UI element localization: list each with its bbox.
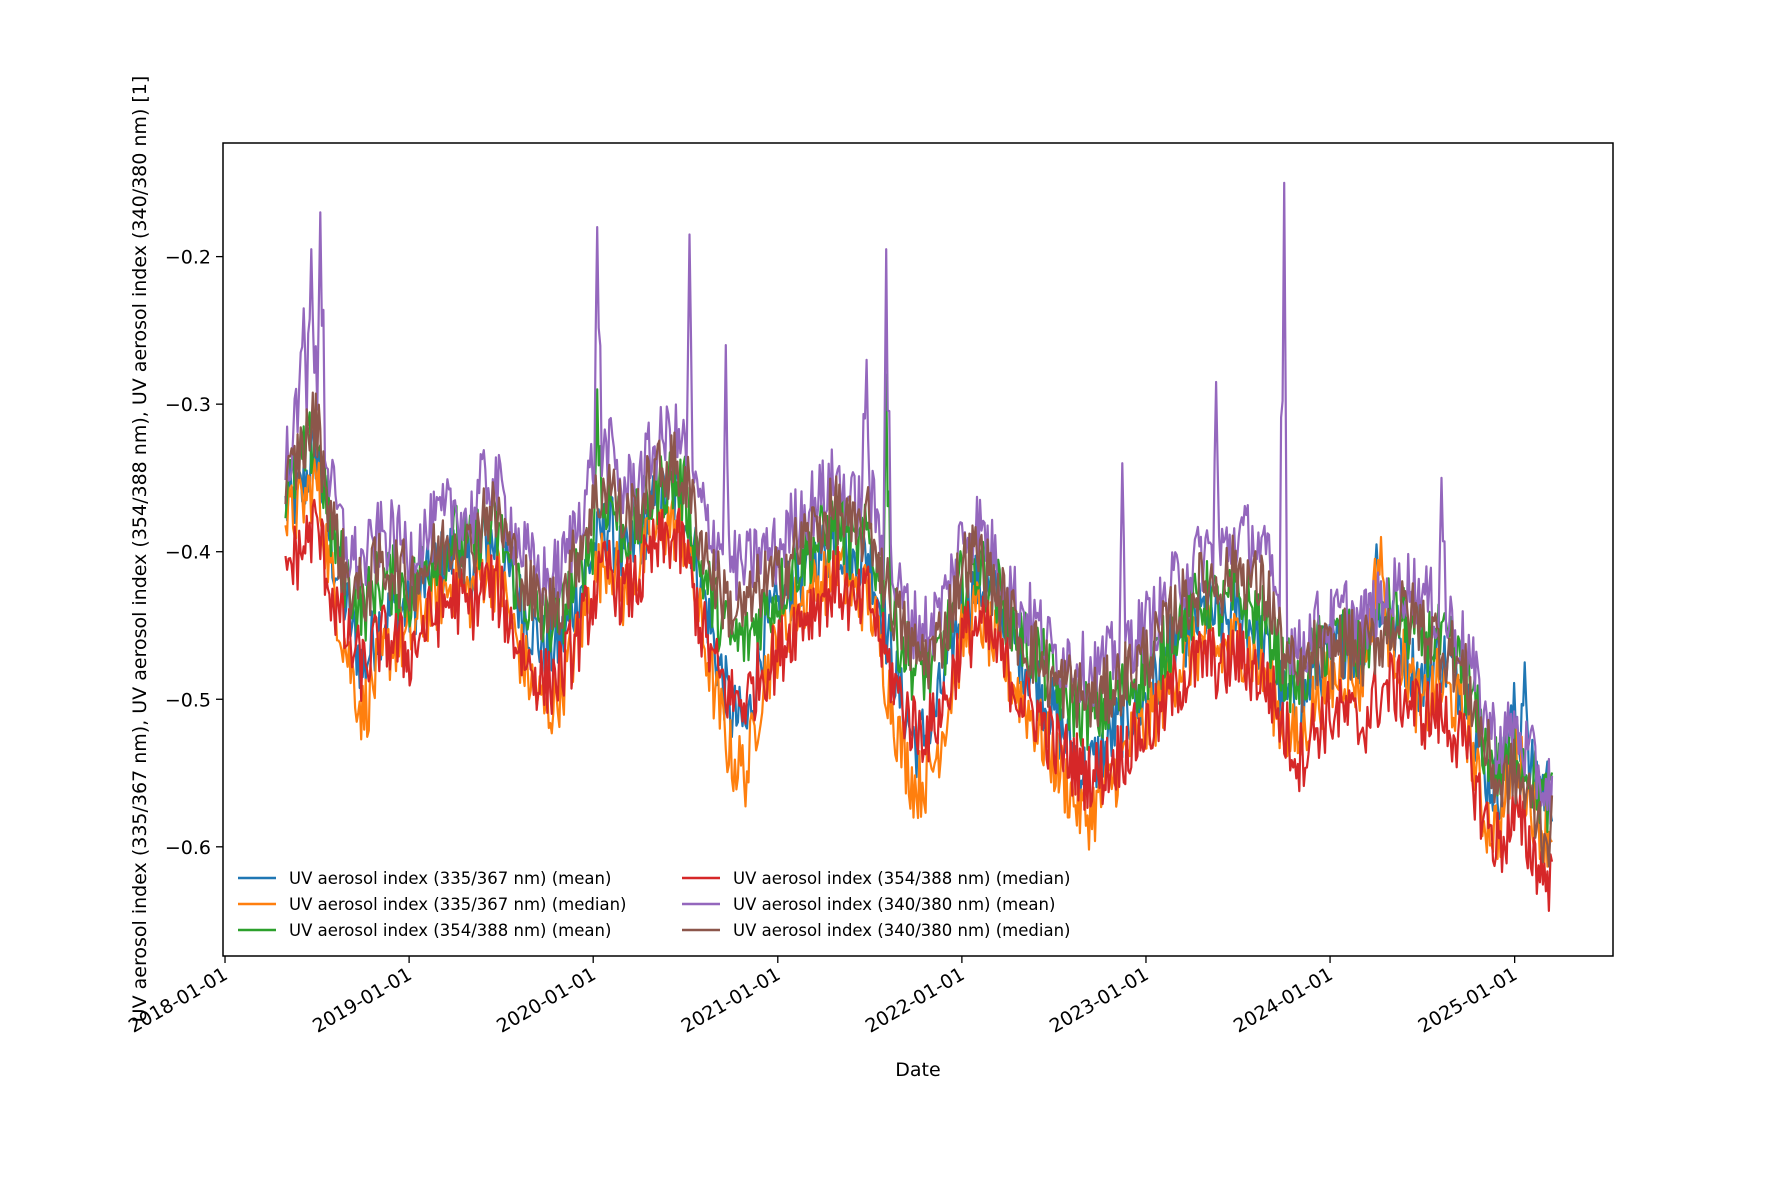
axes-frame — [222, 142, 1614, 957]
legend-label: UV aerosol index (335/367 nm) (median) — [289, 895, 626, 914]
x-axis-title: Date — [895, 1059, 940, 1081]
y-tick-label: −0.4 — [165, 542, 211, 564]
legend: UV aerosol index (335/367 nm) (mean) UV a… — [238, 869, 1070, 940]
y-axis-title: UV aerosol index (335/367 nm), UV aeroso… — [129, 76, 151, 1023]
legend-label: UV aerosol index (340/380 nm) (mean) — [733, 895, 1055, 914]
y-tick-label: −0.6 — [165, 837, 211, 859]
y-tick-label: −0.3 — [165, 394, 211, 416]
legend-label: UV aerosol index (340/380 nm) (median) — [733, 921, 1070, 940]
series-line-4 — [284, 498, 1554, 912]
series-line-6 — [284, 391, 1554, 868]
y-tick-label: −0.5 — [165, 689, 211, 711]
y-axis-ticks: −0.2 −0.3 −0.4 −0.5 −0.6 — [165, 247, 223, 859]
legend-label: UV aerosol index (354/388 nm) (median) — [733, 869, 1070, 888]
y-tick-label: −0.2 — [165, 247, 211, 269]
legend-label: UV aerosol index (335/367 nm) (mean) — [289, 869, 611, 888]
legend-label: UV aerosol index (354/388 nm) (mean) — [289, 921, 611, 940]
series-line-5 — [284, 181, 1554, 826]
plot-series-group — [284, 181, 1554, 912]
